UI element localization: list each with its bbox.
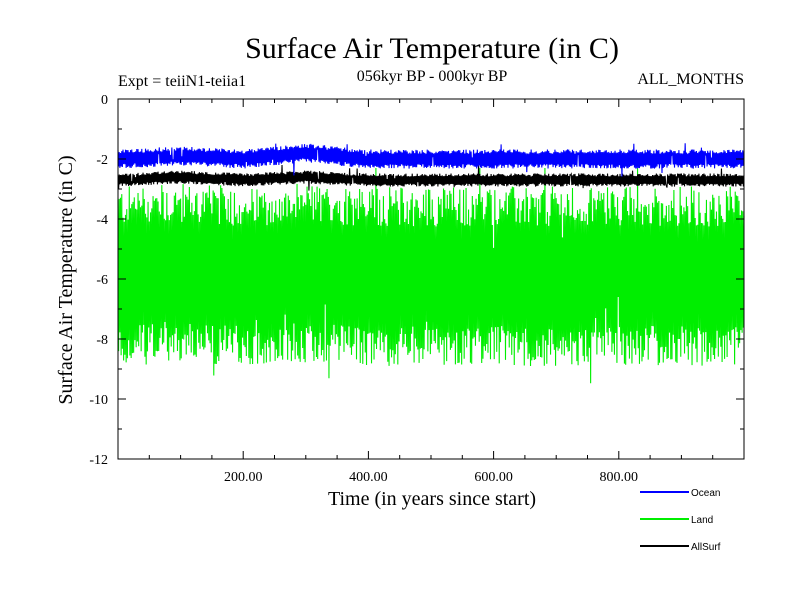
series-allsurf-line: [117, 164, 745, 191]
chart-subtitle: 056kyr BP - 000kyr BP: [357, 68, 508, 85]
series-ocean-line: [117, 143, 745, 177]
chart-title: Surface Air Temperature (in C): [245, 32, 619, 65]
months-label: ALL_MONTHS: [637, 71, 744, 88]
x-tick-label: 800.00: [600, 470, 639, 485]
legend-label-ocean: Ocean: [691, 488, 720, 499]
legend-label-allsurf: AllSurf: [691, 542, 721, 553]
x-tick-label: 600.00: [474, 470, 513, 485]
experiment-label: Expt = teiiN1-teiia1: [118, 73, 246, 90]
legend: Ocean Land AllSurf: [640, 488, 721, 553]
y-tick-label: -10: [89, 393, 108, 408]
axes: 0 -2 -4 -6 -8 -10 -12 200.00 400.00 600.00 800.00: [89, 93, 745, 485]
x-tick-label: 400.00: [349, 470, 388, 485]
y-axis-label: Surface Air Temperature (in C): [55, 155, 77, 404]
y-tick-label: -8: [96, 333, 108, 348]
y-tick-label: 0: [101, 93, 108, 108]
x-tick-label: 200.00: [224, 470, 263, 485]
y-tick-label: -4: [96, 213, 108, 228]
y-tick-label: -12: [89, 453, 108, 468]
x-axis-label: Time (in years since start): [328, 488, 536, 510]
y-tick-label: -6: [96, 273, 108, 288]
y-tick-label: -2: [96, 153, 108, 168]
plot-data: [117, 143, 745, 384]
legend-label-land: Land: [691, 515, 713, 526]
series-land-line: [117, 167, 745, 384]
